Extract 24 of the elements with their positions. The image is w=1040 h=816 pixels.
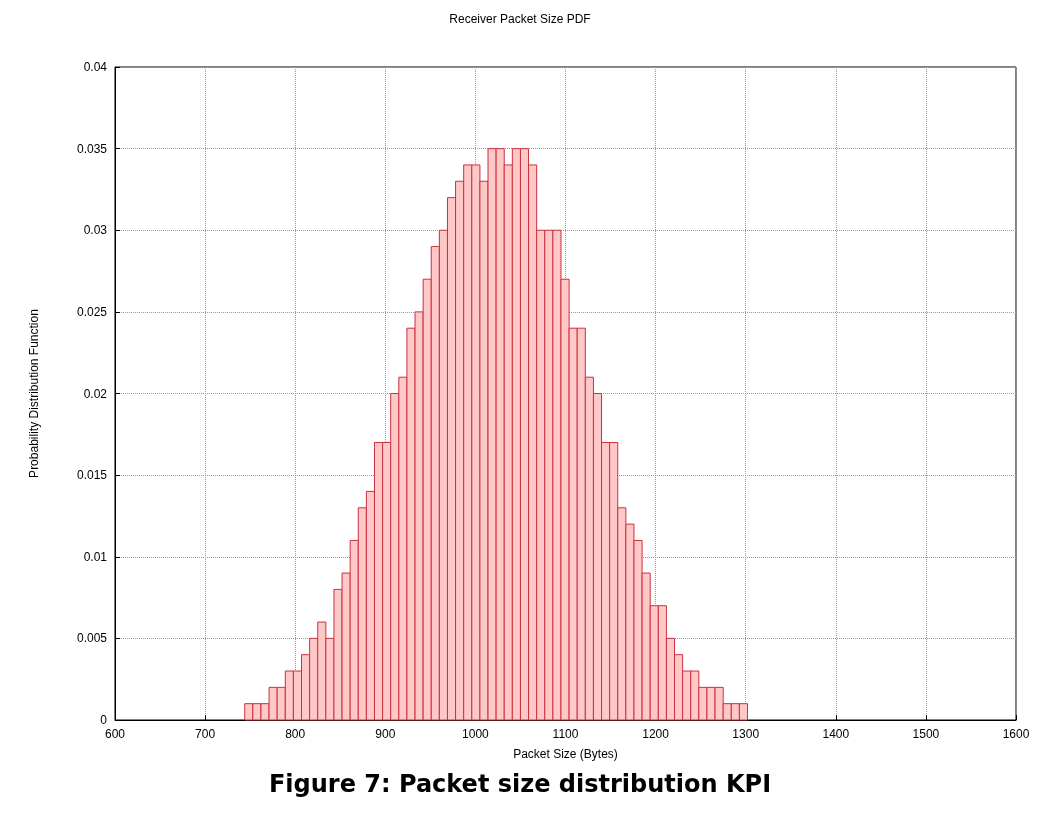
y-tick-label: 0.03 — [83, 223, 108, 238]
x-tick-label: 1100 — [552, 727, 579, 741]
y-tick-label: 0.015 — [76, 468, 108, 483]
caption: Figure 7: Packet size distribution KPI — [267, 770, 773, 798]
y-tick-label: 0.005 — [76, 631, 108, 646]
x-tick-label: 1000 — [462, 727, 490, 741]
x-tick-label: 1400 — [822, 727, 850, 741]
x-tick-label: 900 — [375, 727, 396, 741]
x-tick-label: 1300 — [732, 727, 760, 741]
y-tick-label: 0.035 — [76, 141, 108, 156]
x-tick-label: 700 — [195, 727, 216, 741]
y-tick-label: 0.02 — [83, 386, 108, 401]
y-tick-label: 0.01 — [83, 549, 108, 564]
chart-title: Receiver Packet Size PDF — [449, 12, 591, 26]
x-axis-title: Packet Size (Bytes) — [513, 747, 618, 761]
x-tick-label: 1500 — [912, 727, 940, 741]
x-tick-label: 1600 — [1002, 727, 1030, 741]
y-tick-label: 0.04 — [83, 60, 108, 74]
y-tick-label: 0 — [100, 713, 108, 727]
x-tick-label: 600 — [104, 727, 126, 741]
x-tick-label: 1200 — [642, 727, 670, 741]
y-tick-label: 0.025 — [76, 304, 108, 319]
y-axis-title: Probability Distribution Function — [27, 309, 41, 478]
x-tick-label: 800 — [285, 727, 306, 741]
